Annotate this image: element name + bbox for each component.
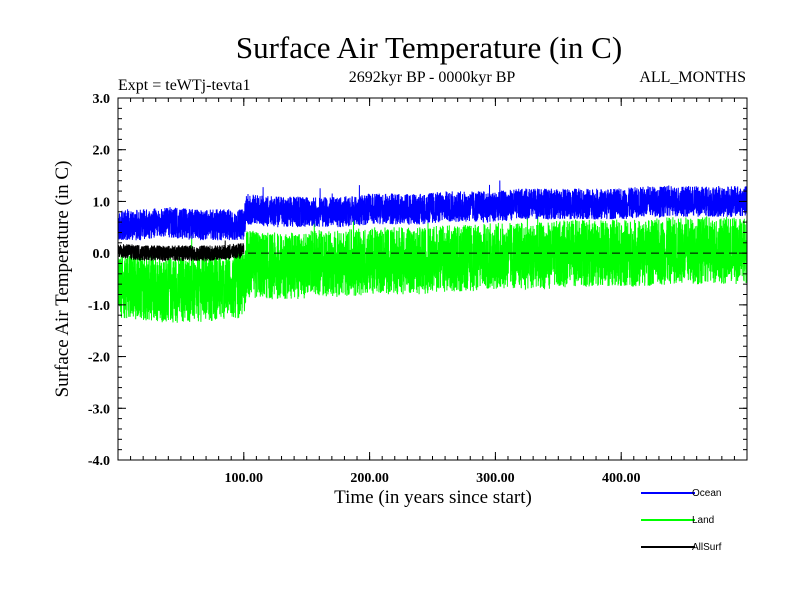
legend-label-land: Land <box>692 515 714 526</box>
y-tick-label: -4.0 <box>88 454 110 469</box>
y-tick-label: 1.0 <box>93 195 111 210</box>
y-tick-label: -2.0 <box>88 351 110 366</box>
series-line-allsurf <box>118 240 245 263</box>
y-tick-label: -3.0 <box>88 402 110 417</box>
series-line-land <box>118 200 747 323</box>
x-tick-label: 200.00 <box>350 471 389 486</box>
legend: Ocean Land AllSurf <box>641 488 722 553</box>
plot-area <box>117 97 748 461</box>
x-tick-label: 300.00 <box>476 471 515 486</box>
axis-ticks: 3.0 2.0 1.0 0.0 -1.0 -2.0 -3.0 -4.0 100.00 200.00… <box>88 92 747 486</box>
legend-label-ocean: Ocean <box>692 488 721 499</box>
x-axis-label: Time (in years since start) <box>334 487 532 508</box>
months-label: ALL_MONTHS <box>639 69 746 86</box>
y-tick-label: -1.0 <box>88 299 110 314</box>
legend-label-allsurf: AllSurf <box>692 542 722 553</box>
series-layer <box>118 180 747 323</box>
y-tick-label: 2.0 <box>93 144 111 159</box>
y-axis-label: Surface Air Temperature (in C) <box>52 161 73 398</box>
x-tick-label: 100.00 <box>225 471 264 486</box>
y-tick-label: 3.0 <box>93 92 111 107</box>
series-line-ocean <box>118 180 747 241</box>
y-tick-label: 0.0 <box>93 247 111 262</box>
experiment-label: Expt = teWTj-tevta1 <box>118 77 251 94</box>
time-range-label: 2692kyr BP - 0000kyr BP <box>349 69 516 86</box>
chart-title: Surface Air Temperature (in C) <box>236 30 622 65</box>
x-tick-label: 400.00 <box>602 471 641 486</box>
